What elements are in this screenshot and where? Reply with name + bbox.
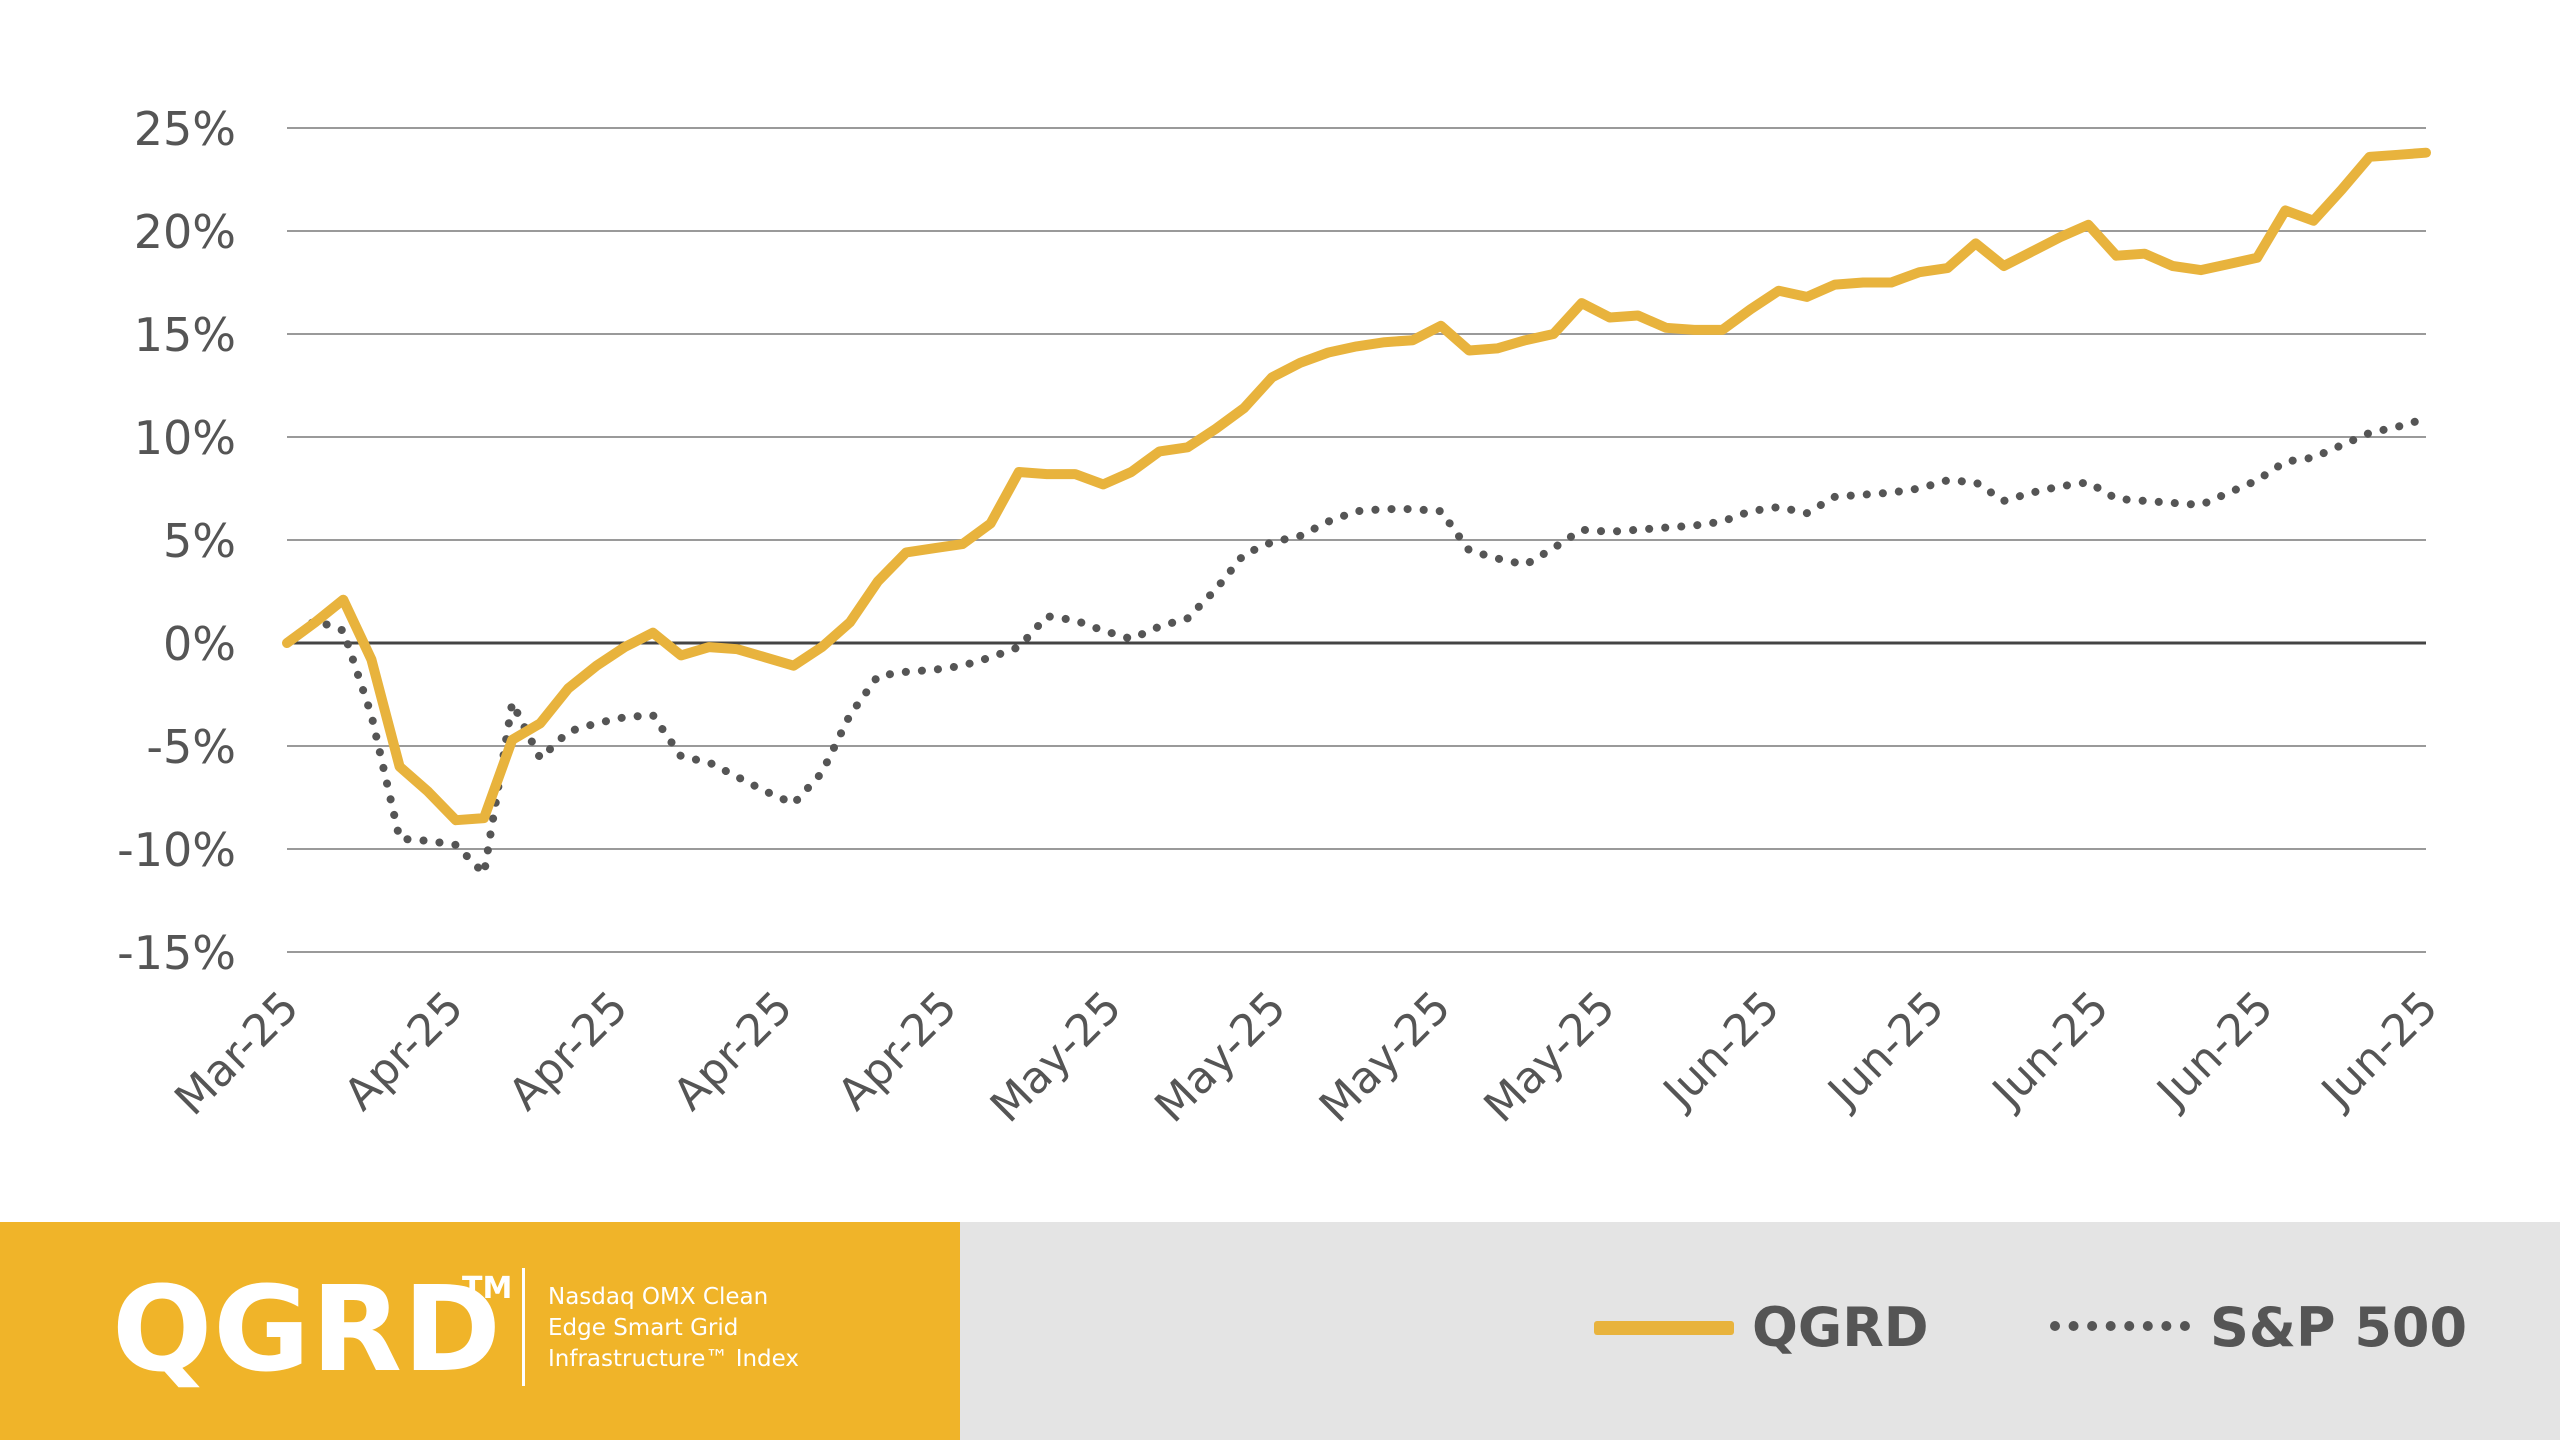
x-tick-label: Apr-25 <box>335 982 474 1121</box>
y-tick-label: -15% <box>117 926 236 980</box>
legend-label-sp500: S&P 500 <box>2210 1296 2468 1359</box>
brand-ticker: QGRD <box>112 1260 502 1398</box>
legend-swatch-solid <box>1594 1321 1734 1335</box>
series-lines <box>282 147 2431 878</box>
x-tick-label: May-25 <box>981 982 1132 1133</box>
index-description-line: Edge Smart Grid <box>548 1315 739 1341</box>
y-tick-label: -10% <box>117 823 236 877</box>
y-tick-label: 10% <box>134 411 236 465</box>
x-tick-label: Apr-25 <box>499 982 638 1121</box>
index-description: Nasdaq OMX Clean Edge Smart Grid Infrast… <box>548 1282 908 1375</box>
legend-swatch-dotted <box>2050 1321 2190 1331</box>
x-tick-label: Apr-25 <box>828 982 967 1121</box>
x-tick-label: Jun-25 <box>1817 982 1955 1120</box>
y-tick-label: 0% <box>163 617 236 671</box>
y-tick-label: 25% <box>134 102 236 156</box>
x-tick-label: Jun-25 <box>1652 982 1790 1120</box>
brand-divider <box>522 1268 525 1386</box>
x-tick-label: Jun-25 <box>2310 982 2448 1120</box>
y-tick-label: 5% <box>163 514 236 568</box>
series-line-qgrd <box>282 147 2431 826</box>
x-tick-label: Jun-25 <box>1981 982 2119 1120</box>
series-line-sp500 <box>283 414 2430 878</box>
x-tick-label: Apr-25 <box>664 982 803 1121</box>
brand-panel: QGRD TM Nasdaq OMX Clean Edge Smart Grid… <box>0 1222 960 1440</box>
legend-label-qgrd: QGRD <box>1752 1296 1929 1359</box>
y-tick-label: -5% <box>146 720 236 774</box>
x-tick-label: Jun-25 <box>2146 982 2284 1120</box>
line-chart: 25%20%15%10%5%0%-5%-10%-15% Mar-25 Apr-25… <box>117 102 2448 1133</box>
x-tick-label: May-25 <box>1310 982 1461 1133</box>
trademark-mark: TM <box>462 1271 513 1306</box>
legend-panel: QGRD S&P 500 <box>960 1222 2560 1440</box>
footer-bar: QGRD TM Nasdaq OMX Clean Edge Smart Grid… <box>0 1222 2560 1440</box>
y-tick-label: 20% <box>134 205 236 259</box>
y-axis-tick-labels: 25% 20% 15% 10% 5% 0% -5% -10% -15% <box>117 102 236 980</box>
index-description-line: Nasdaq OMX Clean <box>548 1284 769 1310</box>
gridlines <box>287 127 2426 953</box>
y-tick-label: 15% <box>134 308 236 362</box>
x-tick-label: Mar-25 <box>165 982 309 1126</box>
x-tick-label: May-25 <box>1474 982 1625 1133</box>
x-tick-label: May-25 <box>1145 982 1296 1133</box>
index-description-line: Infrastructure™ Index <box>548 1346 800 1372</box>
x-axis-tick-labels: Mar-25 Apr-25 Apr-25 Apr-25 Apr-25 May-25 May-… <box>165 982 2448 1133</box>
